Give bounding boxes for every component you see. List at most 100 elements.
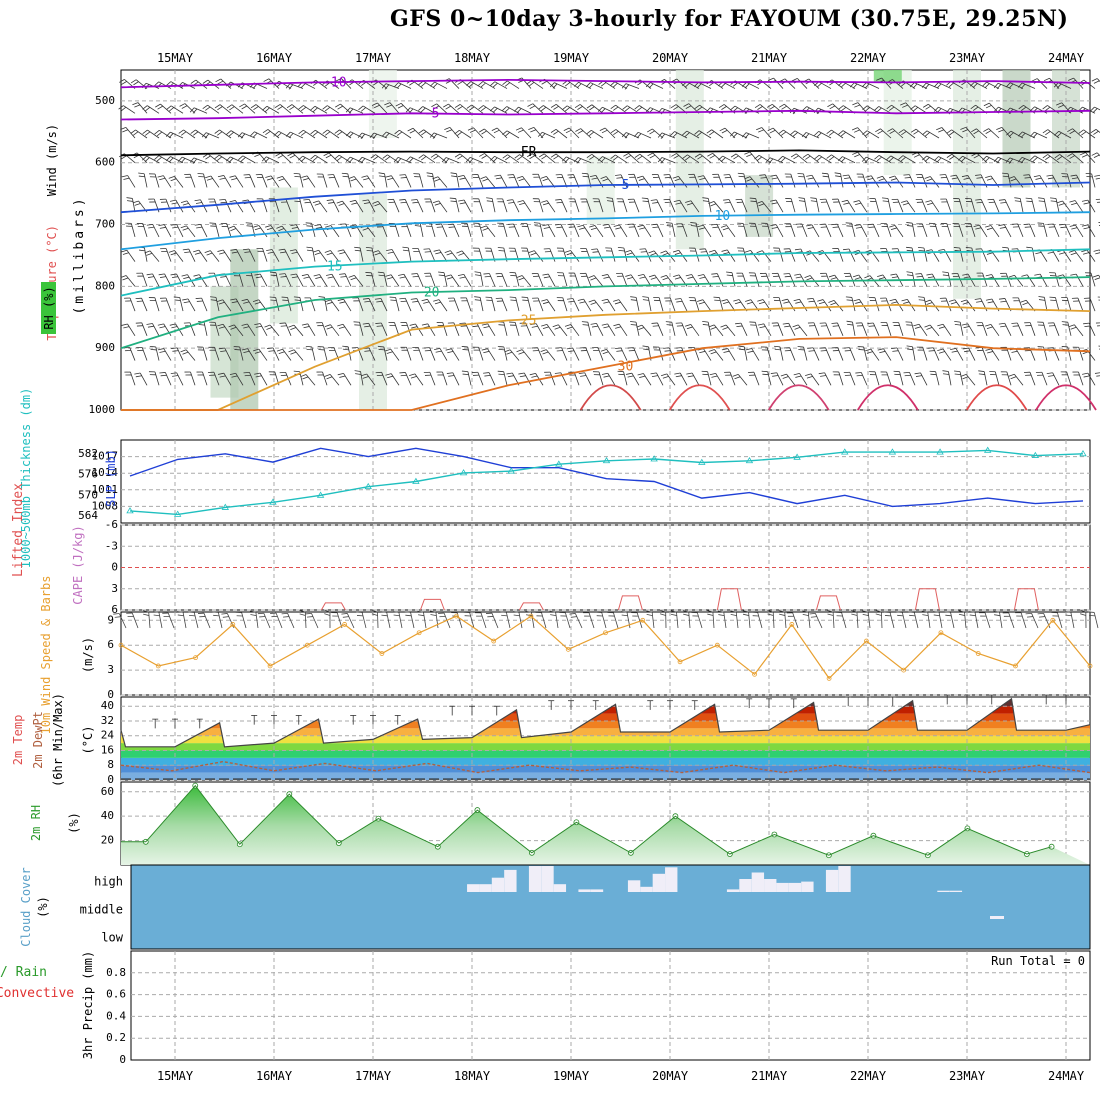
ylabel-precip-convective: Convective — [0, 986, 74, 1001]
y-tick-label: 6 — [107, 638, 114, 651]
wind-barb — [1090, 298, 1095, 311]
wind-barb-feather — [847, 300, 853, 301]
wind-barb-feather — [738, 173, 744, 174]
wind-barb-feather — [1091, 129, 1096, 132]
wind-barb-feather — [967, 250, 973, 251]
ylabel-dewpt2m: 2m DewPt — [31, 711, 45, 769]
date-label-bottom: 16MAY — [256, 1069, 293, 1083]
wind-barb-feather — [583, 325, 589, 326]
rh-shade — [874, 70, 902, 82]
wind10m-barb-feather — [213, 615, 219, 616]
precip-panel: 00.20.40.60.8 Run Total = 0 Total / Rain… — [0, 951, 1090, 1066]
ylabel-rh: RH (%) — [42, 286, 56, 329]
wind-barb-feather — [411, 274, 417, 275]
wind-barb-feather — [151, 349, 157, 350]
wind-barb-feather — [927, 348, 933, 349]
contour-label: 20 — [424, 286, 440, 301]
wind-barb-feather — [739, 176, 745, 177]
wind-barb-feather — [1011, 323, 1017, 324]
wind10m-barb-feather — [212, 612, 218, 613]
wind10m-barb-feather — [307, 617, 313, 618]
cloud-bar — [640, 887, 652, 892]
cloud-bar — [789, 883, 801, 892]
contour-label: -5 — [424, 106, 440, 121]
cloud-bar — [529, 866, 541, 892]
ylabel-precip-total: Total / Rain — [0, 965, 47, 980]
wind-barb-feather — [1093, 275, 1099, 277]
wind-barb-feather — [379, 349, 385, 350]
wind-barb-feather — [375, 323, 381, 324]
date-label-bottom: 20MAY — [652, 1069, 689, 1083]
wind-barb-feather — [915, 274, 921, 275]
wind-barb-feather — [667, 325, 673, 326]
date-label-top: 20MAY — [652, 51, 689, 65]
y-tick-label: 3 — [111, 582, 118, 595]
wind-barb-feather — [424, 249, 430, 250]
y-tick-label: 16 — [101, 743, 114, 756]
wind-barb-feather — [378, 346, 384, 347]
wind-barb-feather — [1092, 79, 1097, 82]
wind-barb — [1091, 273, 1095, 286]
wind10m-barb-feather — [1026, 613, 1032, 614]
wind-barb-feather — [483, 274, 489, 275]
y-tick-label: 0.8 — [106, 966, 126, 979]
wind-barb-feather — [1013, 326, 1019, 327]
wind-barb-feather — [462, 349, 468, 350]
ylabel-slp: SLP (mb) — [104, 449, 118, 507]
wind-barb-feather — [245, 375, 251, 376]
cloud-bar — [492, 878, 504, 892]
wind-barb-feather — [342, 173, 348, 174]
date-label-bottom: 17MAY — [355, 1069, 392, 1083]
date-label-top: 17MAY — [355, 51, 392, 65]
y-tick-label: 600 — [95, 156, 115, 169]
wind-barb-feather — [174, 297, 180, 298]
cloud-bar — [739, 879, 751, 892]
y-tick-label: 0.6 — [106, 988, 126, 1001]
ylabel-cloud-unit: (%) — [36, 896, 50, 918]
wind-barb-feather — [1093, 108, 1097, 112]
cloud-bar — [776, 883, 788, 892]
wind-barb-feather — [699, 249, 705, 250]
wind-barb-feather — [246, 226, 252, 227]
cloud-bar — [628, 880, 640, 892]
wind-barb-feather — [150, 346, 156, 347]
y-tick-label: 9 — [107, 613, 114, 626]
date-label-bottom: 18MAY — [454, 1069, 491, 1083]
contour-label: 15 — [327, 260, 343, 275]
date-label-top: 16MAY — [256, 51, 293, 65]
ylabel-millibars: (millibars) — [72, 195, 87, 314]
cloud-bar — [541, 866, 553, 892]
wind-barb — [1096, 129, 1100, 138]
wind-barb-feather — [399, 298, 405, 299]
y-tick-label: 40 — [101, 699, 114, 712]
ylabel-rh2m-unit: (%) — [67, 812, 81, 834]
wind10m-barb-feather — [283, 617, 289, 618]
wind-barb-feather — [869, 326, 875, 327]
wind-barb-feather — [917, 276, 923, 277]
wind-barb-feather — [1094, 155, 1099, 158]
wind-barb-feather — [294, 371, 300, 372]
date-label-bottom: 19MAY — [553, 1069, 590, 1083]
y-tick-label: 564 — [78, 509, 98, 522]
wind-barb-feather — [821, 351, 827, 352]
wind-barb-feather — [846, 297, 852, 298]
cloud-bar — [467, 884, 479, 892]
wind10m-barb-feather — [908, 612, 914, 613]
wind-barb-feather — [449, 227, 455, 228]
ylabel-rh2m: 2m RH — [29, 805, 43, 841]
ylabel-cloud: Cloud Cover — [19, 867, 33, 946]
wind-barb-feather — [642, 198, 648, 199]
y-tick-label: -6 — [105, 518, 118, 531]
ylabel-cape: CAPE (J/kg) — [71, 525, 85, 604]
wind-barb — [1092, 174, 1095, 188]
y-tick-label: 32 — [101, 714, 114, 727]
wind-barb-feather — [1095, 252, 1100, 253]
date-label-top: 19MAY — [553, 51, 590, 65]
wind-barb-feather — [1096, 178, 1100, 179]
y-tick-label: -3 — [105, 539, 118, 552]
wind-barb-feather — [1092, 153, 1097, 156]
